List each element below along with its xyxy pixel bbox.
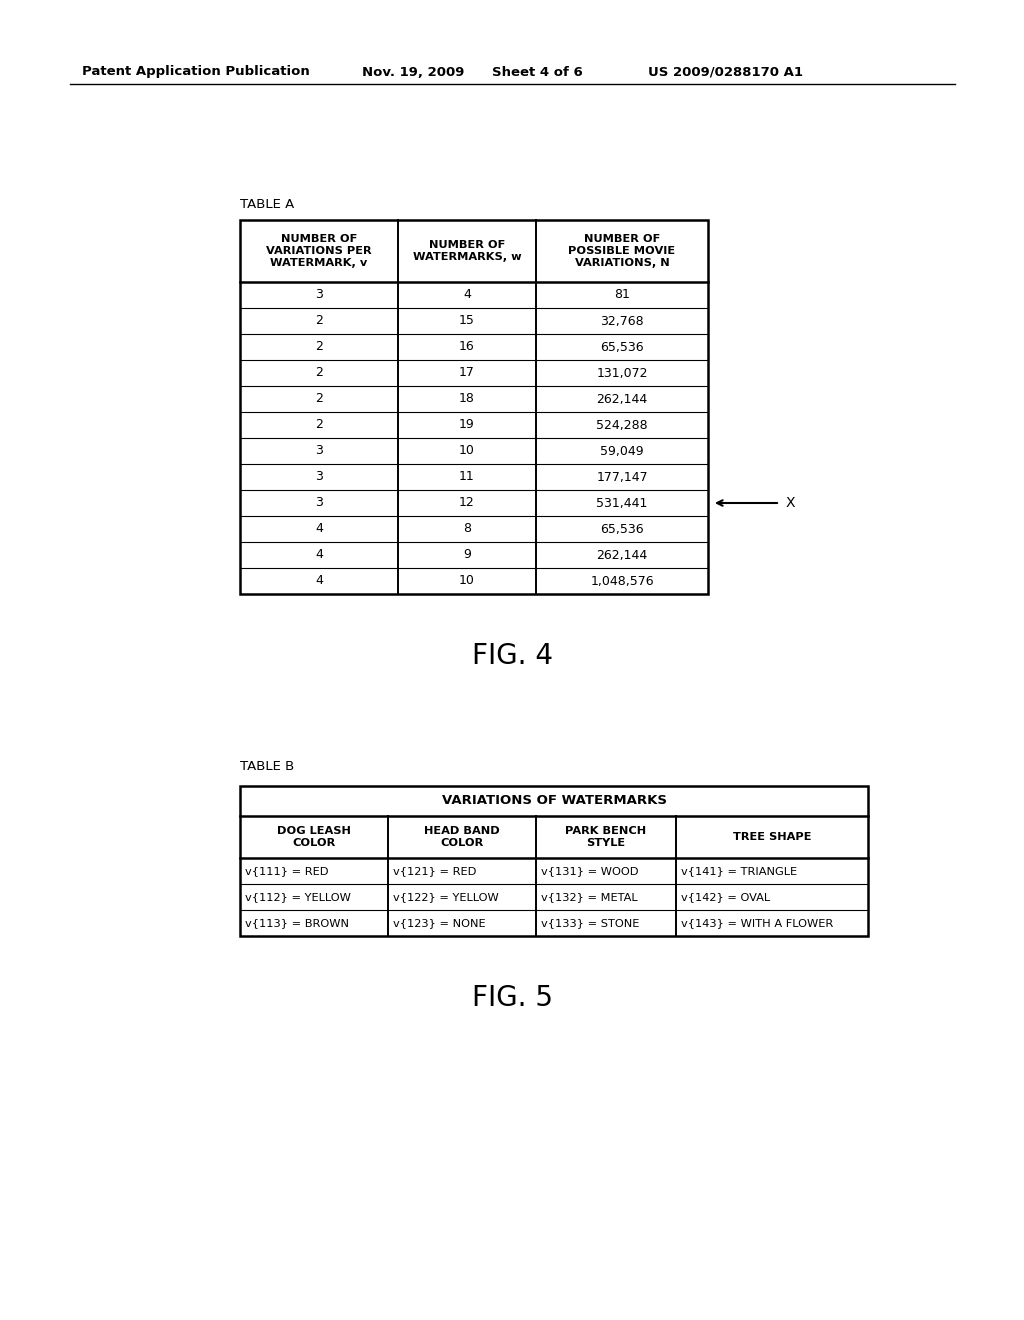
- Text: 9: 9: [463, 549, 471, 561]
- Text: v{113} = BROWN: v{113} = BROWN: [245, 917, 349, 928]
- Text: 81: 81: [614, 289, 630, 301]
- Text: v{141} = TRIANGLE: v{141} = TRIANGLE: [681, 866, 797, 876]
- Text: 262,144: 262,144: [596, 392, 647, 405]
- Text: 2: 2: [315, 314, 323, 327]
- Text: v{121} = RED: v{121} = RED: [393, 866, 476, 876]
- Text: 17: 17: [459, 367, 475, 380]
- Text: PARK BENCH
STYLE: PARK BENCH STYLE: [565, 826, 646, 849]
- Text: VARIATIONS OF WATERMARKS: VARIATIONS OF WATERMARKS: [441, 795, 667, 808]
- Text: 262,144: 262,144: [596, 549, 647, 561]
- Text: v{112} = YELLOW: v{112} = YELLOW: [245, 892, 351, 902]
- Text: v{131} = WOOD: v{131} = WOOD: [541, 866, 639, 876]
- Text: DOG LEASH
COLOR: DOG LEASH COLOR: [278, 826, 351, 849]
- Text: TABLE B: TABLE B: [240, 759, 294, 772]
- Text: 19: 19: [459, 418, 475, 432]
- Text: TABLE A: TABLE A: [240, 198, 294, 210]
- Text: 32,768: 32,768: [600, 314, 644, 327]
- Text: 177,147: 177,147: [596, 470, 648, 483]
- Text: 8: 8: [463, 523, 471, 536]
- Text: 59,049: 59,049: [600, 445, 644, 458]
- Text: NUMBER OF
POSSIBLE MOVIE
VARIATIONS, N: NUMBER OF POSSIBLE MOVIE VARIATIONS, N: [568, 234, 676, 268]
- Text: FIG. 5: FIG. 5: [471, 983, 553, 1012]
- Text: 524,288: 524,288: [596, 418, 648, 432]
- Text: v{143} = WITH A FLOWER: v{143} = WITH A FLOWER: [681, 917, 834, 928]
- Text: 2: 2: [315, 367, 323, 380]
- Text: X: X: [786, 496, 796, 510]
- Text: TREE SHAPE: TREE SHAPE: [733, 832, 811, 842]
- Text: 12: 12: [459, 496, 475, 510]
- Text: HEAD BAND
COLOR: HEAD BAND COLOR: [424, 826, 500, 849]
- Bar: [240, 785, 868, 936]
- Text: v{122} = YELLOW: v{122} = YELLOW: [393, 892, 499, 902]
- Text: Nov. 19, 2009: Nov. 19, 2009: [362, 66, 464, 78]
- Text: 531,441: 531,441: [596, 496, 648, 510]
- Text: 2: 2: [315, 341, 323, 354]
- Text: 3: 3: [315, 445, 323, 458]
- Text: Patent Application Publication: Patent Application Publication: [82, 66, 309, 78]
- Text: 65,536: 65,536: [600, 341, 644, 354]
- Text: 65,536: 65,536: [600, 523, 644, 536]
- Text: 16: 16: [459, 341, 475, 354]
- Text: 3: 3: [315, 470, 323, 483]
- Bar: [240, 220, 708, 594]
- Text: Sheet 4 of 6: Sheet 4 of 6: [492, 66, 583, 78]
- Text: 18: 18: [459, 392, 475, 405]
- Text: NUMBER OF
VARIATIONS PER
WATERMARK, v: NUMBER OF VARIATIONS PER WATERMARK, v: [266, 234, 372, 268]
- Text: 10: 10: [459, 445, 475, 458]
- Text: NUMBER OF
WATERMARKS, w: NUMBER OF WATERMARKS, w: [413, 240, 521, 263]
- Text: 11: 11: [459, 470, 475, 483]
- Text: 1,048,576: 1,048,576: [590, 574, 653, 587]
- Text: 2: 2: [315, 418, 323, 432]
- Text: US 2009/0288170 A1: US 2009/0288170 A1: [648, 66, 803, 78]
- Text: 10: 10: [459, 574, 475, 587]
- Text: 3: 3: [315, 496, 323, 510]
- Text: v{142} = OVAL: v{142} = OVAL: [681, 892, 770, 902]
- Text: 3: 3: [315, 289, 323, 301]
- Text: 4: 4: [315, 574, 323, 587]
- Text: v{123} = NONE: v{123} = NONE: [393, 917, 485, 928]
- Text: 15: 15: [459, 314, 475, 327]
- Text: 4: 4: [315, 549, 323, 561]
- Text: v{111} = RED: v{111} = RED: [245, 866, 329, 876]
- Text: 4: 4: [463, 289, 471, 301]
- Text: v{133} = STONE: v{133} = STONE: [541, 917, 639, 928]
- Text: 131,072: 131,072: [596, 367, 648, 380]
- Text: 2: 2: [315, 392, 323, 405]
- Text: 4: 4: [315, 523, 323, 536]
- Text: v{132} = METAL: v{132} = METAL: [541, 892, 638, 902]
- Text: FIG. 4: FIG. 4: [471, 642, 553, 671]
